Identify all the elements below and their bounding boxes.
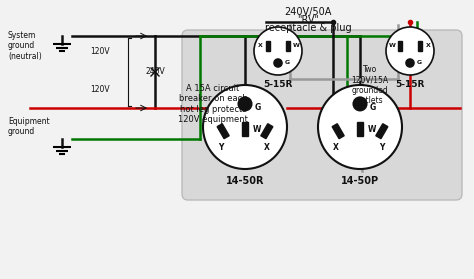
Text: 240V: 240V bbox=[146, 68, 166, 76]
Text: X: X bbox=[264, 143, 270, 152]
Text: 240V/50A: 240V/50A bbox=[284, 7, 332, 17]
Text: 120V: 120V bbox=[90, 85, 110, 95]
Text: W: W bbox=[389, 43, 395, 48]
Bar bbox=[217, 124, 229, 139]
Text: Two
120V/15A
grounded
outlets: Two 120V/15A grounded outlets bbox=[351, 65, 389, 105]
Text: X: X bbox=[333, 143, 338, 152]
Text: G: G bbox=[254, 103, 261, 112]
Text: G: G bbox=[369, 103, 375, 112]
FancyBboxPatch shape bbox=[182, 30, 462, 200]
Text: Y: Y bbox=[379, 143, 384, 152]
Text: 120V: 120V bbox=[90, 47, 110, 57]
Text: Equipment
ground: Equipment ground bbox=[8, 117, 50, 136]
Circle shape bbox=[203, 85, 287, 169]
Bar bbox=[332, 124, 344, 139]
Bar bbox=[286, 41, 290, 51]
Text: 5-15R: 5-15R bbox=[395, 80, 425, 89]
Bar bbox=[242, 122, 248, 136]
Bar bbox=[357, 122, 363, 136]
Bar bbox=[418, 41, 422, 51]
Bar bbox=[261, 124, 273, 139]
Text: "RV": "RV" bbox=[297, 15, 319, 25]
Circle shape bbox=[237, 96, 253, 111]
Text: W: W bbox=[253, 125, 261, 134]
Text: A 15A circuit
breaker on each
hot leg protects
120V equipment: A 15A circuit breaker on each hot leg pr… bbox=[178, 84, 248, 124]
Text: X: X bbox=[426, 43, 430, 48]
Text: X: X bbox=[257, 43, 263, 48]
Text: 14-50R: 14-50R bbox=[226, 176, 264, 186]
Text: 5-15R: 5-15R bbox=[264, 80, 292, 89]
Text: System
ground
(neutral): System ground (neutral) bbox=[8, 31, 42, 61]
Circle shape bbox=[318, 85, 402, 169]
Text: G: G bbox=[417, 61, 422, 66]
Text: Y: Y bbox=[218, 143, 223, 152]
Circle shape bbox=[405, 58, 415, 68]
Text: receptacle & plug: receptacle & plug bbox=[264, 23, 351, 33]
Bar bbox=[266, 41, 270, 51]
Text: W: W bbox=[367, 125, 376, 134]
Bar bbox=[376, 124, 388, 139]
Text: G: G bbox=[285, 61, 290, 66]
Circle shape bbox=[386, 27, 434, 75]
Text: W: W bbox=[292, 43, 300, 48]
Bar bbox=[398, 41, 402, 51]
Text: 14-50P: 14-50P bbox=[341, 176, 379, 186]
Circle shape bbox=[353, 96, 367, 111]
Circle shape bbox=[273, 58, 283, 68]
Circle shape bbox=[254, 27, 302, 75]
